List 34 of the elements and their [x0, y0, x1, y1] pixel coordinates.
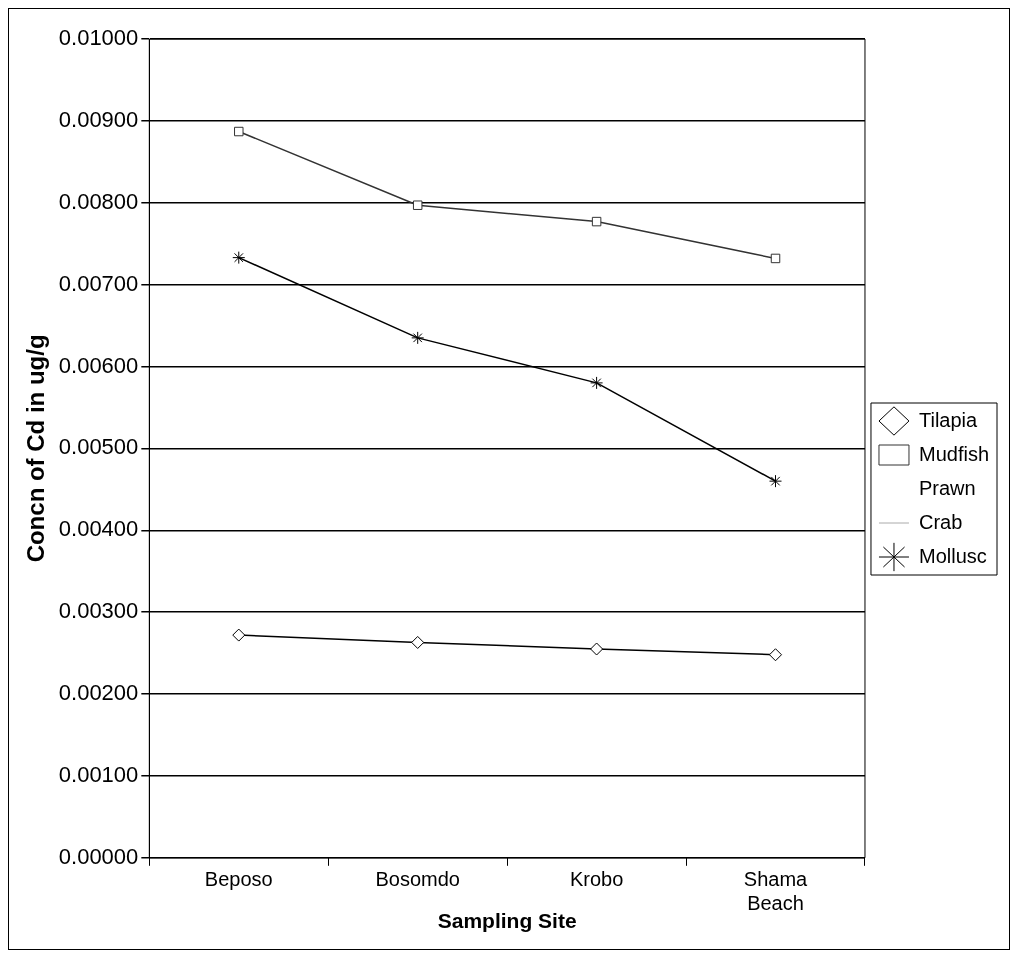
- point: [412, 200, 423, 210]
- point: [411, 635, 425, 649]
- x-tick-label: Krobo: [569, 868, 624, 891]
- y-tick-label: 0.00100: [58, 761, 139, 787]
- y-tick-label: 0.00500: [58, 434, 139, 460]
- point: [232, 628, 246, 642]
- x-tick-label: Bosomdo: [375, 868, 460, 891]
- y-tick-label: 0.00800: [58, 188, 139, 214]
- x-axis-title: Sampling Site: [437, 909, 577, 933]
- legend-label: Crab: [918, 510, 963, 533]
- legend-label: Mollusc: [918, 544, 987, 567]
- point: [591, 216, 602, 227]
- text: Prawn: [918, 476, 976, 499]
- y-tick-label: 0.01000: [58, 25, 139, 51]
- y-tick-label: 0.00700: [58, 270, 139, 296]
- point: [590, 642, 604, 656]
- y-tick-label: 0.00600: [58, 352, 139, 378]
- legend-label: Mudfish: [918, 442, 989, 465]
- y-tick-label: 0.00300: [58, 598, 139, 624]
- point: [232, 251, 246, 265]
- point: [590, 376, 604, 390]
- point: [411, 331, 425, 345]
- point: [769, 648, 783, 662]
- point: [769, 474, 783, 488]
- y-tick-label: 0.00200: [58, 680, 139, 706]
- y-axis-title: Concn of Cd in ug/g: [22, 334, 50, 563]
- y-tick-label: 0.00400: [58, 516, 139, 542]
- x-tick-label: Shama Beach: [743, 868, 809, 915]
- point: [770, 253, 781, 264]
- y-tick-label: 0.00000: [58, 843, 139, 869]
- point: [234, 126, 244, 137]
- legend-label: Tilapia: [918, 408, 979, 431]
- y-tick-label: 0.00900: [58, 106, 139, 132]
- x-tick-label: Beposo: [204, 868, 273, 891]
